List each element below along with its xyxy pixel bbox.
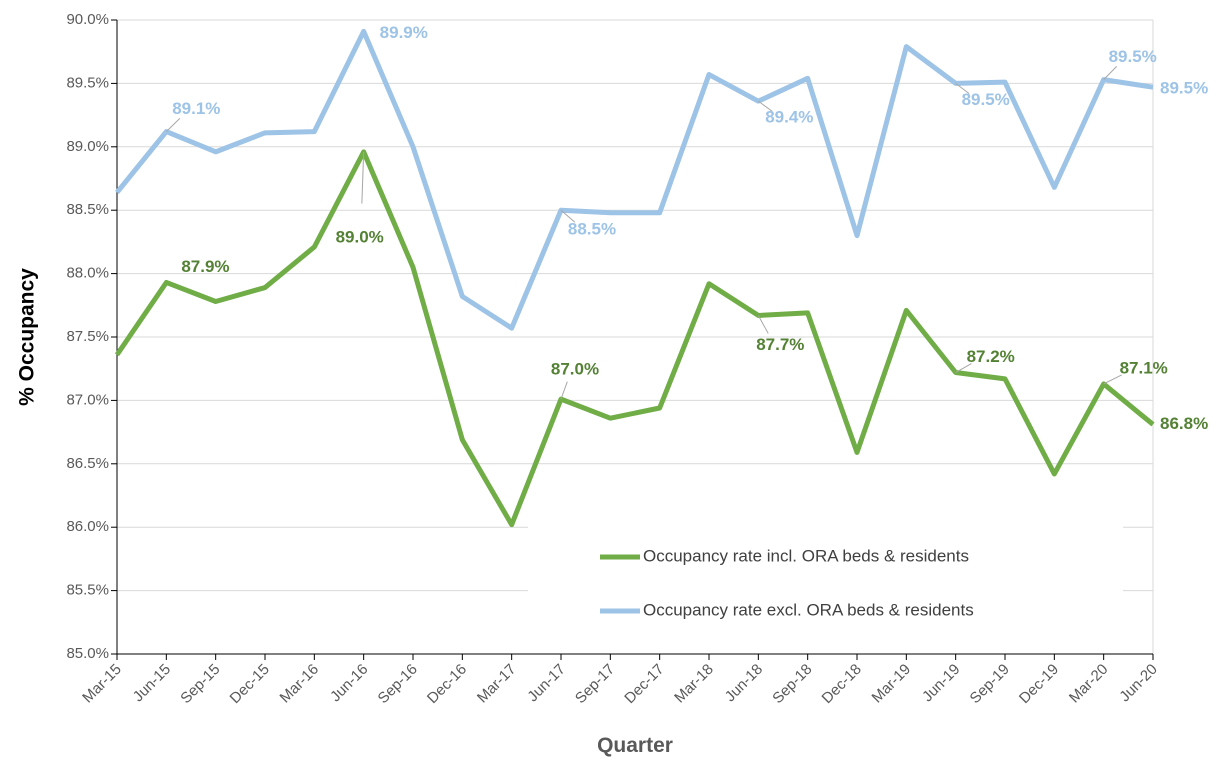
legend-label: Occupancy rate excl. ORA beds & resident… <box>643 600 974 619</box>
x-tick-label: Jun-17 <box>524 661 568 705</box>
y-tick-label: 86.5% <box>66 455 109 472</box>
data-label: 89.5% <box>1160 79 1208 98</box>
y-tick-label: 86.0% <box>66 518 109 535</box>
x-tick-label: Sep-17 <box>572 661 618 707</box>
line-series <box>114 149 1155 528</box>
x-tick-label: Mar-19 <box>869 661 915 707</box>
data-label: 89.1% <box>172 99 220 118</box>
x-tick-label: Mar-18 <box>671 661 717 707</box>
y-tick-label: 90.0% <box>66 11 109 28</box>
label-leader <box>758 100 773 112</box>
x-tick-label: Dec-16 <box>424 661 470 707</box>
y-tick-label: 87.5% <box>66 328 109 345</box>
legend-label: Occupancy rate incl. ORA beds & resident… <box>643 546 969 565</box>
y-tick-label: 89.5% <box>66 74 109 91</box>
data-label: 87.0% <box>551 360 599 379</box>
label-leader <box>955 363 972 373</box>
data-label: 87.2% <box>967 347 1015 366</box>
x-tick-label: Sep-15 <box>177 661 223 707</box>
legend-background <box>528 525 1123 647</box>
data-label: 87.7% <box>756 335 804 354</box>
data-label: 89.4% <box>765 108 813 127</box>
label-leader <box>1103 374 1122 385</box>
data-label: 87.1% <box>1120 358 1168 377</box>
label-leader <box>560 209 576 223</box>
x-tick-label: Jun-16 <box>327 661 371 705</box>
data-label: 89.0% <box>336 227 384 246</box>
data-label: 88.5% <box>568 220 616 239</box>
x-tick-label: Jun-15 <box>130 661 174 705</box>
x-tick-label: Mar-15 <box>79 661 125 707</box>
label-leader <box>560 381 568 400</box>
data-label: 87.9% <box>181 257 229 276</box>
x-tick-label: Dec-18 <box>819 661 865 707</box>
x-tick-label: Mar-20 <box>1066 661 1112 707</box>
label-leader <box>165 118 181 132</box>
data-label: 89.5% <box>962 90 1010 109</box>
x-tick-label: Sep-19 <box>967 661 1013 707</box>
data-label: 86.8% <box>1160 414 1208 433</box>
x-tick-label: Mar-17 <box>474 661 520 707</box>
y-tick-label: 89.0% <box>66 138 109 155</box>
x-tick-label: Sep-16 <box>375 661 421 707</box>
data-label: 89.9% <box>380 23 428 42</box>
label-leader <box>361 151 365 204</box>
y-tick-label: 88.5% <box>66 201 109 218</box>
label-leader <box>757 315 769 334</box>
label-leader <box>955 83 970 94</box>
x-tick-label: Mar-16 <box>277 661 323 707</box>
x-tick-label: Dec-19 <box>1016 661 1062 707</box>
x-tick-label: Dec-15 <box>227 661 273 707</box>
y-tick-label: 88.0% <box>66 265 109 282</box>
data-label: 89.5% <box>1109 47 1157 66</box>
line-series <box>115 28 1154 331</box>
y-tick-label: 85.0% <box>66 645 109 662</box>
x-tick-label: Dec-17 <box>621 661 667 707</box>
x-tick-label: Sep-18 <box>769 661 815 707</box>
x-tick-label: Jun-20 <box>1116 661 1160 705</box>
x-tick-label: Jun-19 <box>919 661 963 705</box>
y-tick-label: 85.5% <box>66 582 109 599</box>
y-tick-label: 87.0% <box>66 391 109 408</box>
y-axis-title: % Occupancy <box>16 268 39 406</box>
x-axis-title: Quarter <box>597 734 673 757</box>
label-leader <box>1103 66 1118 80</box>
x-tick-label: Jun-18 <box>722 661 766 705</box>
